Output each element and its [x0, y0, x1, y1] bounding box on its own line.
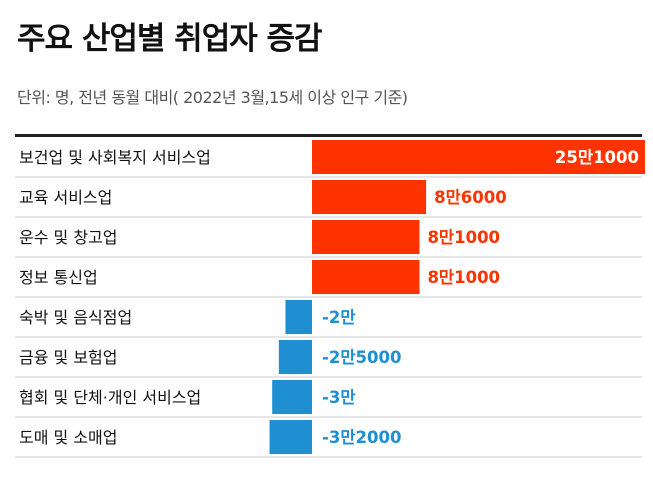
value-label: -2만	[322, 308, 356, 327]
category-label: 숙박 및 음식점업	[19, 308, 132, 327]
bar	[285, 300, 312, 334]
bar	[312, 140, 645, 174]
value-label: 8만6000	[434, 188, 507, 207]
bar	[312, 260, 420, 294]
bar	[312, 220, 420, 254]
bar	[272, 380, 312, 414]
category-label: 교육 서비스업	[19, 188, 112, 207]
value-label: 25만1000	[555, 148, 639, 167]
chart-title: 주요 산업별 취업자 증감	[17, 21, 323, 57]
value-label: -3만2000	[322, 428, 401, 447]
category-label: 보건업 및 사회복지 서비스업	[19, 148, 211, 167]
category-label: 금융 및 보험업	[19, 348, 118, 367]
bar	[312, 180, 427, 214]
bar	[269, 420, 312, 454]
value-label: 8만1000	[427, 228, 500, 247]
chart-subtitle: 단위: 명, 전년 동월 대비( 2022년 3월,15세 이상 인구 기준)	[17, 88, 408, 107]
value-label: -3만	[322, 388, 356, 407]
category-label: 협회 및 단체·개인 서비스업	[19, 388, 201, 407]
value-label: 8만1000	[427, 268, 500, 287]
bar	[278, 340, 312, 374]
value-label: -2만5000	[322, 348, 401, 367]
top-rule	[15, 134, 642, 137]
category-label: 도매 및 소매업	[19, 428, 118, 447]
category-label: 운수 및 창고업	[19, 228, 118, 247]
category-label: 정보 통신업	[19, 268, 98, 287]
